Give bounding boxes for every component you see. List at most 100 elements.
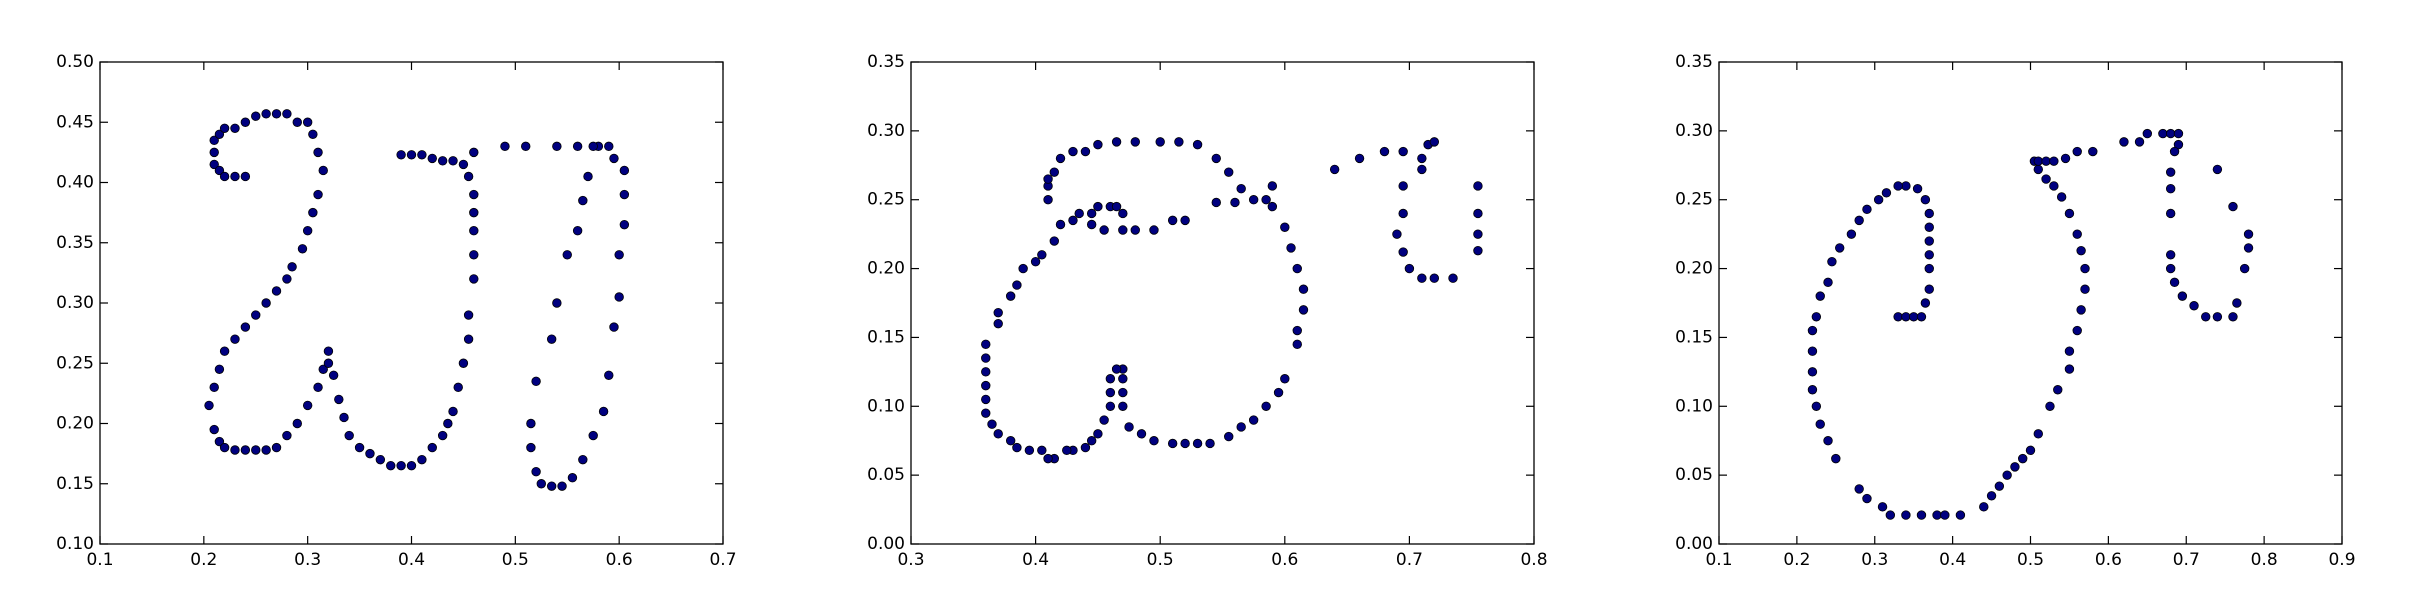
point [1205,438,1215,449]
point [526,442,536,453]
point [1211,153,1221,164]
x-tick-label: 0.3 [897,550,924,570]
x-tick-label: 0.7 [709,550,736,570]
y-tick-label: 0.20 [56,414,94,434]
point [1180,215,1190,226]
point [1236,422,1246,432]
point [1099,225,1109,235]
point [1155,137,1165,147]
point [2165,208,2176,219]
y-tick-label: 0.05 [867,465,905,485]
y-tick-label: 0.35 [56,233,94,253]
y-tick-label: 0.35 [867,52,905,72]
point [2088,146,2098,157]
point [1086,208,1097,219]
point [1024,445,1035,456]
x-tick-label: 0.6 [1271,550,1298,570]
plot-frame [99,61,724,545]
point [1118,225,1128,235]
point [1924,236,1934,246]
point [469,274,479,284]
point [282,274,292,284]
point [552,298,562,308]
point [1924,263,1934,274]
point [2064,364,2075,374]
point [609,153,619,164]
point [552,141,562,152]
point [1831,453,1841,464]
point [1893,181,1903,191]
point [1417,273,1427,283]
point [1043,453,1053,464]
point [619,189,630,200]
point [614,250,624,260]
point [219,442,230,453]
point [214,129,225,140]
point [313,147,323,158]
x-tick-label: 0.4 [398,550,425,570]
point [1392,229,1402,239]
point [619,165,630,176]
point [567,473,578,483]
point [292,418,302,429]
point [1912,183,1923,194]
y-tick-label: 0.40 [56,173,94,193]
y-tick-label: 0.45 [56,112,94,132]
point [1979,502,1989,512]
point [240,322,251,332]
point [2049,156,2059,166]
point [1124,422,1134,432]
point [271,109,282,119]
point [469,250,479,260]
point [354,442,365,453]
point [463,310,474,320]
point [1174,137,1184,147]
point [1068,146,1078,157]
point [1030,256,1041,267]
point [1398,208,1408,219]
y-tick-label: 0.10 [1675,396,1713,416]
y-tick-label: 0.15 [56,474,94,494]
point [1862,493,1872,504]
point [2072,325,2082,336]
point [406,460,417,471]
point [2033,164,2043,175]
point [339,412,349,423]
point [2010,462,2020,472]
plot-frame [910,61,1535,545]
point [588,141,598,152]
y-tick-label: 0.50 [56,52,94,72]
x-tick-label: 0.4 [1022,550,1049,570]
point [417,150,427,160]
point [2064,208,2075,219]
point [2033,429,2043,439]
point [261,298,271,308]
point [2142,128,2153,139]
point [1118,401,1128,411]
point [562,250,572,260]
point [1037,250,1047,260]
point [2212,164,2223,175]
point [572,141,583,152]
point [2228,312,2238,322]
point [1429,137,1440,147]
point [1893,312,1903,322]
point [437,430,448,441]
y-tick-label: 0.30 [1675,121,1713,141]
point [1986,491,1997,501]
point [1280,374,1290,384]
point [2119,137,2129,147]
subplot: 0.3 0.4 0.5 0.6 0.7 0.8 0.00 0.05 0.10 0.15 0.20 0.… [867,52,1547,570]
point [2243,229,2254,239]
point [240,171,251,182]
point [2158,128,2168,139]
point [1224,167,1234,177]
point [1273,387,1284,398]
point [981,339,991,350]
point [1105,401,1116,411]
plot-frame [1718,61,2343,545]
point [1901,510,1911,520]
point [240,445,251,455]
point [981,408,991,418]
point [1136,429,1147,439]
